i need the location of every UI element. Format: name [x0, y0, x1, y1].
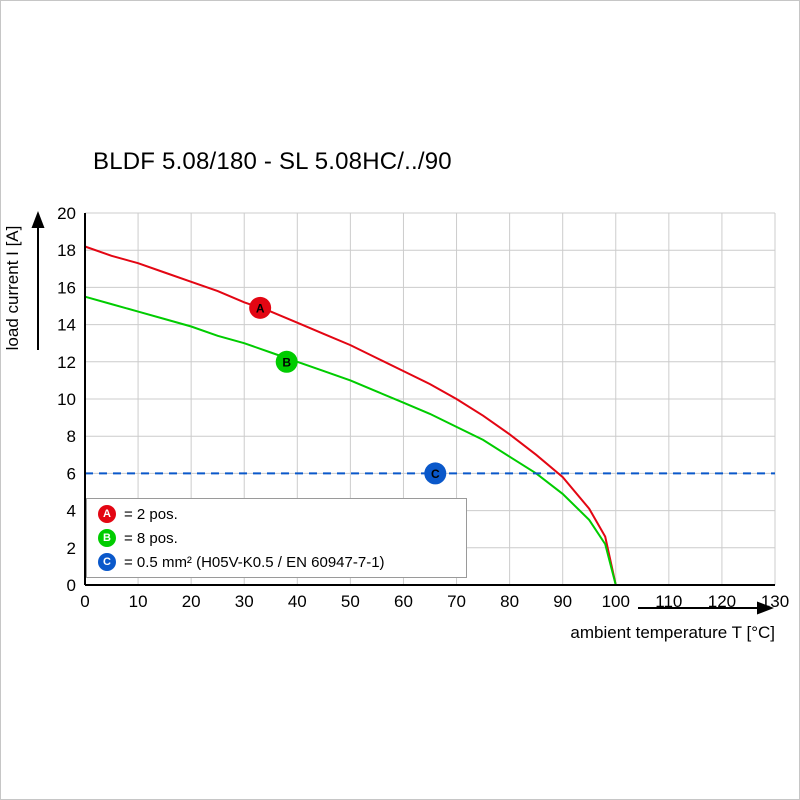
- x-tick-label: 120: [708, 592, 736, 611]
- y-tick-label: 10: [57, 390, 76, 409]
- legend-item-b: B = 8 pos.: [98, 527, 466, 549]
- marker-letter-b: B: [282, 355, 291, 369]
- x-tick-label: 0: [80, 592, 89, 611]
- marker-a-icon: [249, 296, 272, 319]
- x-tick-label: 30: [235, 592, 254, 611]
- legend-item-c: C = 0.5 mm² (H05V-K0.5 / EN 60947-7-1): [98, 551, 466, 573]
- x-tick-label: 90: [553, 592, 572, 611]
- x-axis-arrowhead-icon: [757, 601, 774, 615]
- x-tick-label: 100: [602, 592, 630, 611]
- y-tick-label: 14: [57, 316, 76, 335]
- legend-label-c: = 0.5 mm² (H05V-K0.5 / EN 60947-7-1): [124, 553, 385, 571]
- legend-letter-c: C: [103, 556, 111, 568]
- y-tick-label: 6: [67, 464, 76, 483]
- x-tick-label: 70: [447, 592, 466, 611]
- y-axis-label: load current I [A]: [3, 226, 22, 351]
- x-axis-label: ambient temperature T [°C]: [570, 623, 775, 642]
- legend-letter-a: A: [103, 508, 111, 520]
- chart-title: BLDF 5.08/180 - SL 5.08HC/../90: [93, 148, 452, 175]
- y-tick-label: 18: [57, 241, 76, 260]
- x-tick-label: 80: [500, 592, 519, 611]
- y-tick-label: 0: [67, 576, 76, 595]
- marker-letter-a: A: [256, 301, 265, 315]
- legend-label-a: = 2 pos.: [124, 505, 178, 523]
- legend-marker-b-icon: B: [98, 529, 116, 547]
- x-tick-label: 110: [655, 592, 682, 611]
- x-tick-label: 20: [182, 592, 201, 611]
- curve-b: [84, 295, 617, 586]
- marker-letter-c: C: [431, 467, 440, 481]
- legend-item-a: A = 2 pos.: [98, 503, 466, 525]
- legend-label-b: = 8 pos.: [124, 529, 178, 547]
- x-tick-label: 10: [129, 592, 148, 611]
- y-tick-label: 2: [67, 539, 76, 558]
- y-axis-arrowhead-icon: [31, 211, 45, 228]
- y-tick-label: 20: [57, 204, 76, 223]
- y-tick-label: 4: [67, 502, 76, 521]
- y-tick-label: 16: [57, 278, 76, 297]
- marker-b-icon: [275, 350, 298, 373]
- x-tick-label: 40: [288, 592, 307, 611]
- legend-letter-b: B: [103, 532, 111, 544]
- legend: A = 2 pos. B = 8 pos. C = 0.5 mm² (H05V-…: [86, 498, 467, 578]
- x-tick-label: 50: [341, 592, 360, 611]
- curve-a: [84, 245, 617, 586]
- legend-marker-a-icon: A: [98, 505, 116, 523]
- marker-c-icon: [424, 462, 447, 485]
- x-tick-label: 60: [394, 592, 413, 611]
- y-tick-label: 12: [57, 353, 76, 372]
- legend-marker-c-icon: C: [98, 553, 116, 571]
- y-tick-label: 8: [67, 427, 76, 446]
